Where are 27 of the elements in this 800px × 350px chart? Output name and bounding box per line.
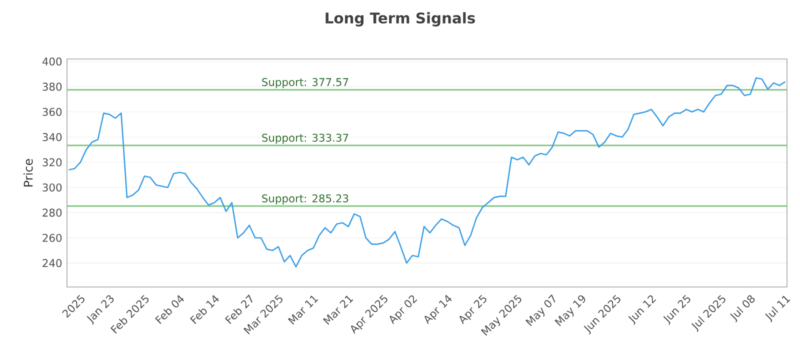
x-tick-label: Mar 21: [322, 296, 354, 325]
x-tick-label: Jan 23: [86, 295, 114, 325]
x-tick-label: Apr 02: [390, 295, 418, 324]
x-tick-label: Mar 11: [288, 296, 318, 325]
x-tick-label: Jun 12: [628, 295, 656, 325]
y-tick-label: 240: [42, 259, 62, 268]
y-tick-label: 300: [42, 183, 62, 192]
y-tick-label: 340: [42, 133, 62, 142]
x-tick-label: Jul 11: [765, 296, 790, 322]
ref-line-label: Support: 285.23: [262, 194, 348, 204]
ref-line-label: Support: 333.37: [262, 134, 348, 144]
chart-title: Long Term Signals: [326, 12, 475, 26]
y-tick-label: 320: [42, 158, 62, 166]
x-tick-label: Apr 14: [424, 294, 452, 324]
y-tick-label: 400: [42, 57, 62, 66]
x-tick-label: Feb 04: [155, 295, 184, 324]
x-tick-label: Feb 14: [190, 295, 219, 324]
x-tick-label: Jun 25: [663, 294, 690, 325]
y-tick-label: 280: [42, 208, 62, 217]
y-tick-label: 360: [42, 108, 62, 116]
x-tick-label: Jul 08: [730, 295, 755, 322]
ref-line-label: Support: 377.57: [262, 78, 348, 88]
y-tick-label: 380: [42, 82, 62, 91]
y-tick-label: 260: [42, 234, 62, 242]
x-tick-label: Apr 25: [460, 294, 486, 324]
x-tick-label: Feb 27: [224, 294, 252, 324]
y-axis-title: Price: [23, 158, 33, 186]
